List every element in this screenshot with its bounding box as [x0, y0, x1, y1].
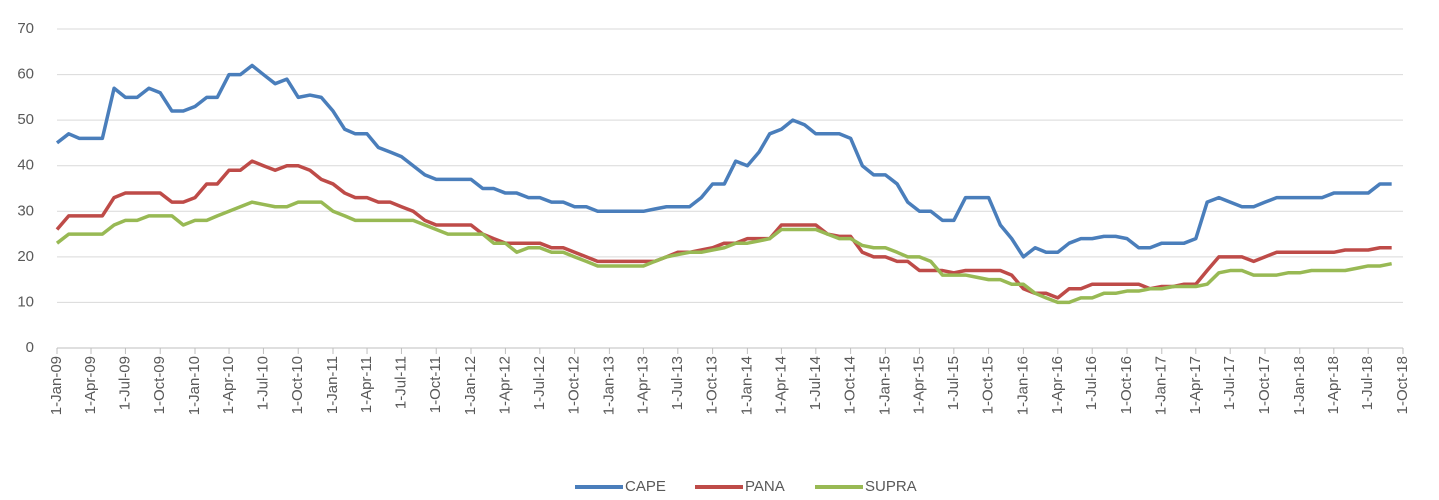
- x-tick-label: 1-Jan-13: [600, 356, 617, 415]
- x-tick-label: 1-Jan-11: [324, 356, 341, 414]
- x-tick-label: 1-Jan-16: [1014, 356, 1031, 415]
- y-tick-label: 10: [17, 293, 34, 310]
- x-tick-label: 1-Jan-15: [876, 356, 893, 415]
- x-tick-label: 1-Apr-15: [910, 356, 927, 414]
- x-tick-label: 1-Oct-10: [289, 356, 306, 414]
- x-tick-label: 1-Jul-17: [1221, 356, 1238, 410]
- x-tick-label: 1-Oct-12: [566, 356, 583, 414]
- x-tick-label: 1-Apr-10: [220, 356, 237, 414]
- x-tick-label: 1-Apr-09: [82, 356, 99, 414]
- x-tick-label: 1-Oct-13: [704, 356, 721, 414]
- y-tick-label: 60: [17, 66, 34, 83]
- x-tick-label: 1-Jul-09: [116, 356, 133, 410]
- series-line: [55, 200, 1392, 305]
- x-tick-label: 1-Jul-12: [531, 356, 548, 410]
- x-tick-label: 1-Jan-12: [462, 356, 479, 415]
- series-line: [55, 63, 1392, 259]
- x-tick-label: 1-Jul-13: [669, 356, 686, 410]
- x-tick-label: 1-Jul-10: [254, 356, 271, 410]
- y-tick-label: 20: [17, 248, 34, 265]
- x-tick-label: 1-Oct-11: [427, 356, 444, 413]
- x-tick-label: 1-Oct-16: [1118, 356, 1135, 414]
- x-tick-label: 1-Jan-10: [186, 356, 203, 415]
- y-tick-label: 0: [26, 339, 34, 356]
- x-tick-label: 1-Apr-18: [1325, 356, 1342, 414]
- x-tick-label: 1-Oct-15: [980, 356, 997, 414]
- x-tick-label: 1-Oct-14: [842, 356, 859, 414]
- x-tick-label: 1-Jan-17: [1153, 356, 1170, 415]
- x-tick-label: 1-Jan-18: [1291, 356, 1308, 415]
- x-tick-label: 1-Apr-12: [496, 356, 513, 414]
- x-tick-label: 1-Jan-14: [738, 356, 755, 415]
- x-tick-label: 1-Apr-16: [1049, 356, 1066, 414]
- y-tick-label: 30: [17, 202, 34, 219]
- legend-label: CAPE: [625, 478, 666, 495]
- y-tick-label: 70: [17, 20, 34, 37]
- legend-label: SUPRA: [865, 478, 917, 495]
- x-tick-label: 1-Jul-14: [807, 356, 824, 410]
- x-tick-label: 1-Apr-13: [634, 356, 651, 414]
- x-tick-label: 1-Jul-11: [392, 356, 409, 409]
- x-tick-label: 1-Apr-11: [358, 356, 375, 413]
- x-tick-label: 1-Oct-18: [1394, 356, 1411, 414]
- y-tick-label: 50: [17, 111, 34, 128]
- x-tick-label: 1-Apr-14: [772, 356, 789, 414]
- legend-label: PANA: [745, 478, 785, 495]
- x-tick-label: 1-Oct-17: [1256, 356, 1273, 414]
- x-tick-label: 1-Apr-17: [1187, 356, 1204, 414]
- x-tick-label: 1-Jan-09: [48, 356, 65, 415]
- x-tick-label: 1-Jul-16: [1083, 356, 1100, 410]
- x-tick-label: 1-Jul-18: [1359, 356, 1376, 410]
- x-tick-label: 1-Jul-15: [945, 356, 962, 410]
- y-tick-label: 40: [17, 157, 34, 174]
- x-tick-label: 1-Oct-09: [151, 356, 168, 414]
